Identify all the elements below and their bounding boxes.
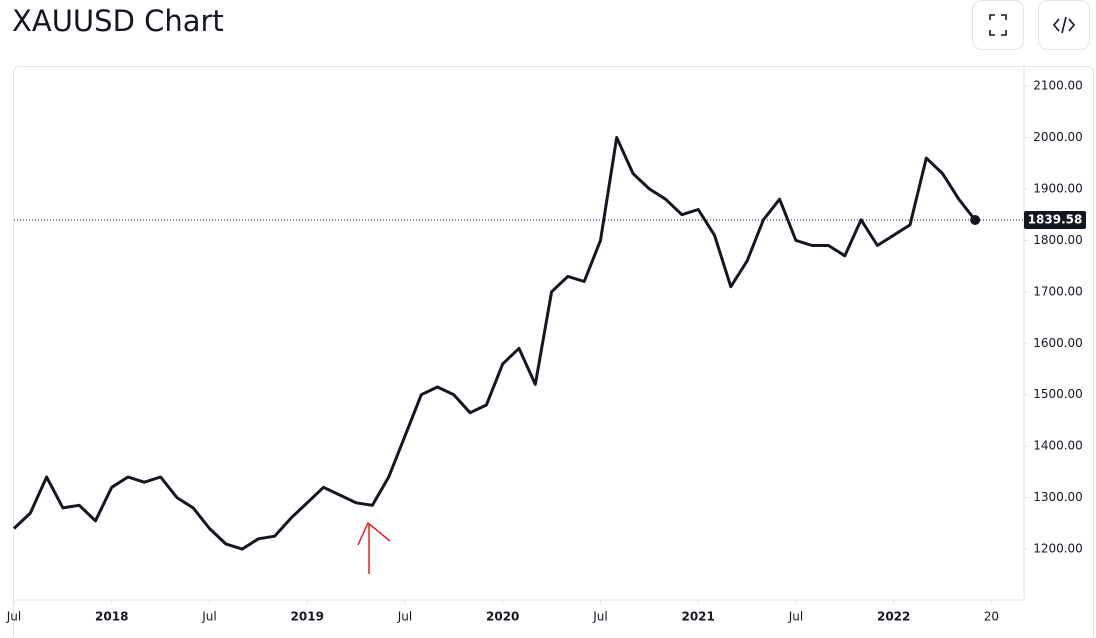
x-tick-label: 2020 [486,610,519,624]
y-tick-label: 1500.00 [1033,387,1083,401]
x-tick-label: Jul [6,610,21,624]
y-tick-label: 1800.00 [1033,233,1083,247]
y-tick-label: 1200.00 [1033,542,1083,556]
y-tick-label: 1300.00 [1033,490,1083,504]
chart-frame [13,66,1094,638]
x-tick-label: 2019 [291,610,324,624]
y-tick-label: 1900.00 [1033,181,1083,195]
x-tick-label: Jul [397,610,412,624]
y-tick-label: 1400.00 [1033,439,1083,453]
embed-button[interactable] [1038,0,1090,50]
x-tick-label: 2021 [681,610,714,624]
fullscreen-button[interactable] [972,0,1024,50]
embed-icon [1052,16,1076,34]
annotation-arrow [357,521,391,574]
last-price-label: 1839.58 [1028,213,1083,227]
x-tick-label: Jul [592,610,607,624]
x-tick-label: 2022 [877,610,910,624]
y-tick-label: 2100.00 [1033,79,1083,93]
y-tick-label: 2000.00 [1033,130,1083,144]
y-tick-label: 1700.00 [1033,284,1083,298]
x-tick-label: Jul [788,610,803,624]
last-price-tag [1024,211,1086,230]
y-tick-label: 1600.00 [1033,336,1083,350]
x-tick-label: 2018 [95,610,128,624]
x-tick-label: 20 [984,610,999,624]
page-title: XAUUSD Chart [12,4,224,38]
x-tick-label: Jul [201,610,216,624]
fullscreen-icon [989,14,1007,36]
price-line [12,136,977,551]
last-price-dot [970,215,981,226]
